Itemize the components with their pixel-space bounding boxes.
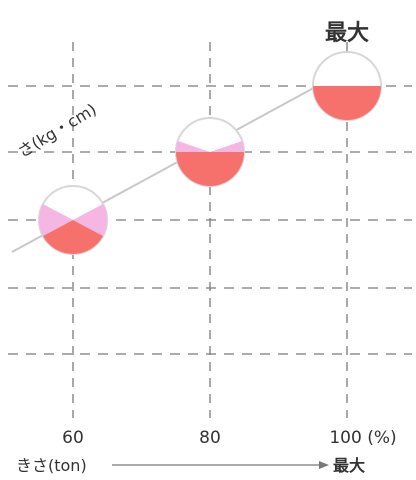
marker-80 (175, 117, 245, 187)
x-axis-end-label: 最大 (333, 456, 365, 475)
marker-100 (312, 51, 382, 121)
tick-label-80: 80 (199, 428, 221, 448)
x-axis-arrow-head (319, 461, 329, 469)
max-title: 最大 (325, 21, 369, 46)
marker-60 (38, 185, 108, 255)
tick-label-60: 60 (62, 428, 84, 448)
x-axis-label: きさ(ton) (16, 456, 87, 475)
tick-label-100: 100 (%) (329, 428, 396, 448)
